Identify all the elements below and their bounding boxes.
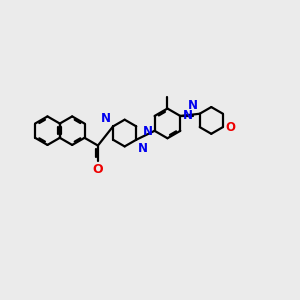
Text: N: N <box>182 109 192 122</box>
Text: N: N <box>101 112 111 124</box>
Text: N: N <box>188 99 198 112</box>
Text: O: O <box>93 163 103 176</box>
Text: O: O <box>225 121 235 134</box>
Text: N: N <box>142 125 152 138</box>
Text: N: N <box>138 142 148 154</box>
